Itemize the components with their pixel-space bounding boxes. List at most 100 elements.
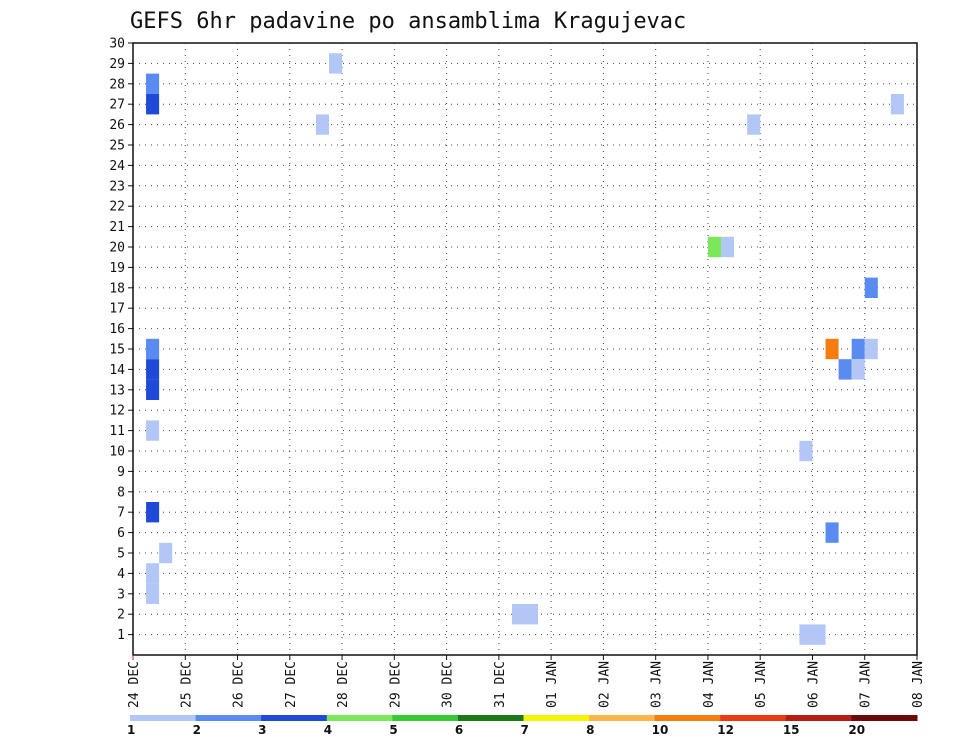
x-tick-label: 27 DEC (284, 661, 299, 708)
x-tick-label: 06 JAN (806, 661, 821, 708)
x-tick-label: 01 JAN (545, 661, 560, 708)
colorbar-swatch (720, 715, 787, 721)
y-tick-label: 1 (117, 628, 125, 643)
precip-cell (825, 522, 839, 543)
precip-cell (159, 542, 173, 564)
y-tick-label: 13 (109, 383, 125, 398)
y-tick-label: 11 (109, 424, 125, 439)
y-tick-label: 10 (109, 445, 125, 460)
chart-title: GEFS 6hr padavine po ansamblima Kragujev… (130, 9, 686, 34)
y-tick-label: 26 (109, 118, 125, 133)
colorbar-label: 2 (193, 723, 201, 737)
y-tick-label: 21 (109, 220, 125, 235)
colorbar-swatch (130, 715, 197, 721)
colorbar-label: 20 (848, 723, 865, 737)
precip-cell (525, 604, 539, 625)
colorbar-swatch (523, 715, 590, 721)
precip-cell (146, 359, 160, 380)
colorbar-swatch (851, 715, 918, 721)
precip-cell (329, 53, 343, 74)
x-tick-label: 02 JAN (597, 661, 612, 708)
precip-cell (146, 73, 160, 94)
x-axis: 24 DEC 25 DEC 26 DEC 27 DEC 28 DEC 29 DEC 30 D… (127, 655, 926, 708)
x-tick-label: 08 JAN (911, 661, 926, 708)
colorbar-label: 3 (258, 723, 266, 737)
precip-cell (146, 338, 160, 360)
y-tick-label: 23 (109, 179, 125, 194)
y-tick-label: 27 (109, 98, 125, 113)
y-tick-label: 16 (109, 322, 125, 337)
y-axis: 1234567891011121314151617181920212223242… (109, 37, 133, 643)
y-tick-label: 30 (109, 37, 125, 52)
colorbar-swatch (326, 715, 393, 721)
y-tick-label: 4 (117, 567, 125, 582)
colorbar-swatch (195, 715, 262, 721)
colorbar-swatch (261, 715, 328, 721)
colorbar-swatch (457, 715, 524, 721)
x-tick-label: 31 DEC (493, 661, 508, 708)
y-tick-label: 24 (109, 159, 125, 174)
precip-cell (812, 624, 826, 645)
y-tick-label: 22 (109, 200, 125, 215)
y-tick-label: 7 (117, 506, 125, 521)
y-tick-label: 5 (117, 547, 125, 562)
grid (132, 42, 918, 655)
y-tick-label: 6 (117, 526, 125, 541)
colorbar-label: 10 (652, 723, 669, 737)
colorbar-label: 6 (455, 723, 463, 737)
colorbar-label: 7 (521, 723, 529, 737)
colorbar-swatch (654, 715, 721, 721)
x-tick-label: 25 DEC (179, 661, 194, 708)
precip-cell (838, 359, 852, 380)
y-tick-label: 20 (109, 241, 125, 256)
precip-cell (825, 338, 839, 360)
precip-cell (146, 420, 160, 441)
precip-cell (890, 94, 904, 115)
colorbar-swatch (589, 715, 656, 721)
y-tick-label: 14 (109, 363, 125, 378)
colorbar-label: 4 (324, 723, 332, 737)
precip-cell (146, 94, 160, 115)
y-tick-label: 3 (117, 587, 125, 602)
y-tick-label: 2 (117, 608, 125, 623)
x-tick-label: 04 JAN (702, 661, 717, 708)
precip-cell (146, 583, 160, 604)
y-tick-label: 18 (109, 281, 125, 296)
y-tick-label: 8 (117, 485, 125, 500)
y-tick-label: 25 (109, 139, 125, 154)
precip-cell (146, 563, 160, 584)
x-tick-label: 07 JAN (859, 661, 874, 708)
x-tick-label: 29 DEC (388, 661, 403, 708)
colorbar-label: 8 (586, 723, 594, 737)
x-tick-label: 03 JAN (650, 661, 665, 708)
precip-cell (146, 379, 160, 400)
colorbar-label: 1 (127, 723, 135, 737)
colorbar-label: 15 (783, 723, 800, 737)
colorbar-swatch (392, 715, 459, 721)
colorbar-label: 12 (717, 723, 734, 737)
precip-cell (851, 338, 865, 360)
y-tick-label: 19 (109, 261, 125, 276)
precip-cell (315, 114, 329, 135)
x-tick-label: 28 DEC (336, 661, 351, 708)
cells (146, 53, 904, 645)
precip-cell (864, 277, 878, 298)
y-tick-label: 15 (109, 343, 125, 358)
x-tick-label: 30 DEC (441, 661, 456, 708)
precip-cell (864, 338, 878, 360)
precip-cell (799, 624, 813, 645)
y-tick-label: 28 (109, 77, 125, 92)
x-tick-label: 05 JAN (754, 661, 769, 708)
y-tick-label: 17 (109, 302, 125, 317)
precip-cell (707, 236, 721, 258)
y-tick-label: 9 (117, 465, 125, 480)
precip-cell (799, 440, 813, 462)
colorbar-swatch (785, 715, 852, 721)
y-tick-label: 12 (109, 404, 125, 419)
x-tick-label: 24 DEC (127, 661, 142, 708)
precip-cell (511, 604, 525, 625)
colorbar: 1 2 3 4 5 6 7 8 10 12 15 20 (127, 715, 918, 737)
precip-cell (146, 502, 160, 523)
precip-cell (747, 114, 761, 135)
